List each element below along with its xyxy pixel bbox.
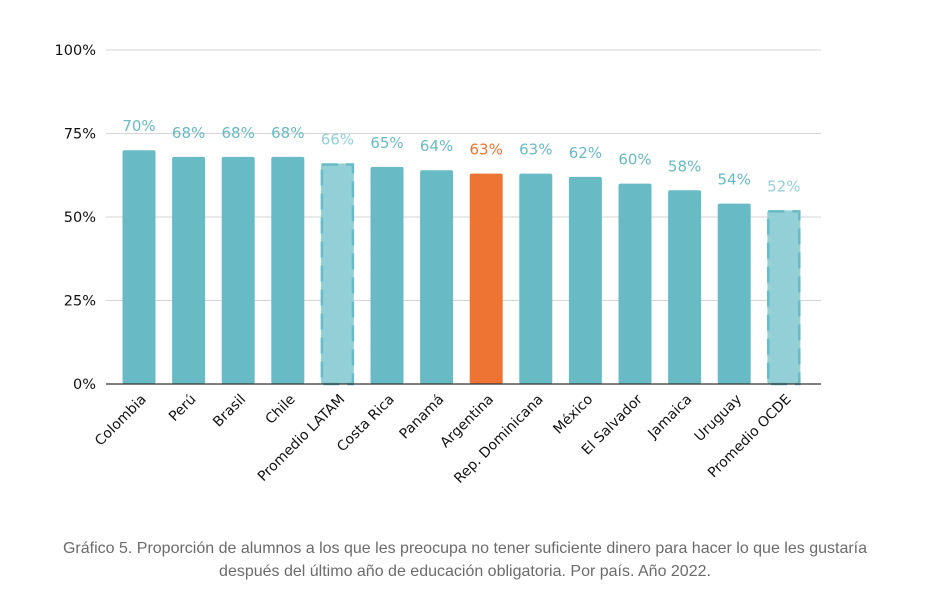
bar bbox=[271, 156, 305, 384]
data-label: 70% bbox=[122, 117, 155, 135]
bar bbox=[420, 170, 454, 384]
bar bbox=[717, 203, 751, 384]
data-label: 63% bbox=[519, 141, 552, 159]
data-label: 60% bbox=[618, 151, 651, 169]
data-label: 68% bbox=[222, 124, 255, 142]
bar bbox=[767, 210, 801, 384]
bar bbox=[172, 156, 206, 384]
bar bbox=[519, 173, 553, 384]
bar-chart: 0% 25% 50% 75% 100% 70% Colombia 68% Perú 68% Bras… bbox=[55, 43, 821, 487]
bar bbox=[370, 166, 404, 384]
data-label: 68% bbox=[271, 124, 304, 142]
y-tick-label: 75% bbox=[64, 127, 96, 143]
x-tick-label: Brasil bbox=[210, 392, 249, 431]
x-tick-label: Panamá bbox=[396, 392, 447, 443]
data-label: 54% bbox=[718, 171, 751, 189]
x-tick-label: Perú bbox=[166, 392, 199, 425]
y-tick-label: 100% bbox=[55, 43, 96, 59]
bar bbox=[668, 190, 702, 384]
bar bbox=[320, 163, 354, 384]
bar bbox=[568, 176, 602, 384]
x-tick-label: Jamaica bbox=[644, 392, 695, 443]
data-label: 63% bbox=[470, 141, 503, 159]
x-tick-label: México bbox=[550, 392, 596, 438]
y-tick-label: 0% bbox=[73, 377, 96, 393]
data-label: 58% bbox=[668, 157, 701, 175]
bar bbox=[469, 173, 503, 384]
bar bbox=[618, 183, 652, 384]
bar bbox=[122, 150, 156, 384]
data-label: 62% bbox=[569, 144, 602, 162]
x-tick-label: Promedio LATAM bbox=[255, 392, 348, 485]
data-label: 66% bbox=[321, 131, 354, 149]
data-label: 65% bbox=[370, 134, 403, 152]
data-label: 68% bbox=[172, 124, 205, 142]
x-tick-label: Rep. Dominicana bbox=[451, 392, 546, 487]
data-label: 52% bbox=[767, 177, 800, 195]
bar bbox=[221, 156, 255, 384]
y-tick-label: 25% bbox=[64, 294, 96, 310]
chart-caption: Gráfico 5. Proporción de alumnos a los q… bbox=[62, 540, 868, 580]
y-tick-label: 50% bbox=[64, 210, 96, 226]
data-label: 64% bbox=[420, 137, 453, 155]
x-tick-label: Colombia bbox=[92, 392, 150, 450]
x-tick-label: Chile bbox=[263, 392, 299, 428]
x-tick-label: Promedio OCDE bbox=[705, 392, 795, 482]
